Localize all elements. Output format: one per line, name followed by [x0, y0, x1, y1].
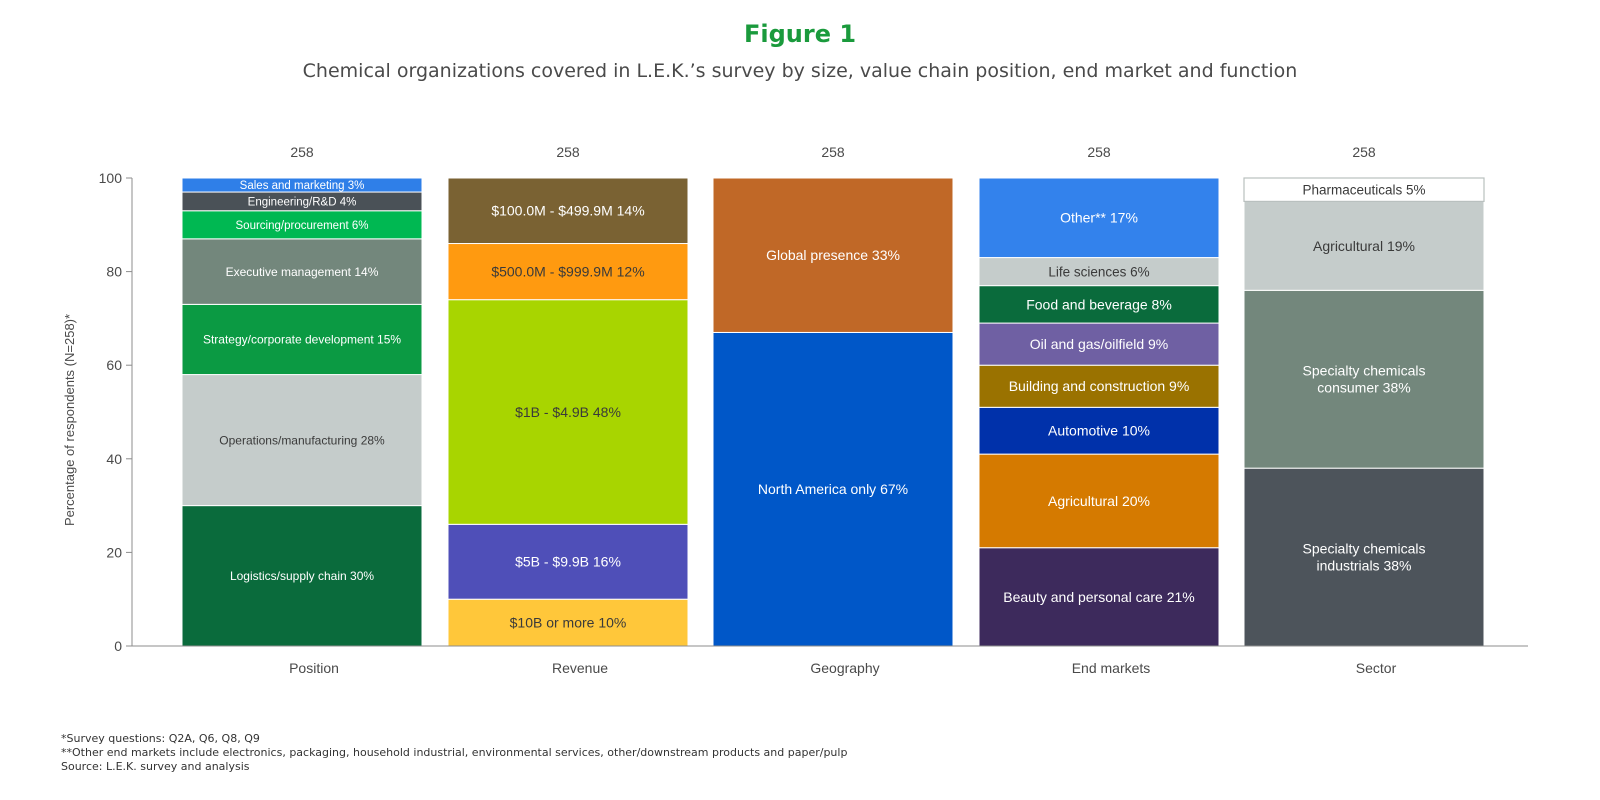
bar-segment [978, 257, 1220, 287]
bar-segment-label: Specialty chemicals consumer 38% [1303, 363, 1426, 396]
footnotes: *Survey questions: Q2A, Q6, Q8, Q9 **Oth… [61, 732, 847, 774]
bar-total-label: 258 [556, 144, 580, 160]
bar-segment [181, 374, 423, 507]
x-category-label: Position [289, 660, 339, 676]
bar-segment [1243, 289, 1485, 469]
footnote-source: Source: L.E.K. survey and analysis [61, 760, 250, 773]
bar-total-label: 258 [821, 144, 845, 160]
bar-segment-label: $500.0M - $999.9M 12% [491, 264, 644, 280]
y-tick-label: 100 [99, 170, 123, 186]
bars: 258 Logistics/supply chain 30% Operations/… [181, 144, 1485, 647]
figure-title: Figure 1 [743, 20, 857, 48]
bar-stack-end-markets: 258 Beauty and personal care 21% Agricultu… [978, 144, 1220, 647]
chart-subtitle: Chemical organizations covered in L.E.K.… [302, 60, 1298, 82]
bar-segment-label: Operations/manufacturing 28% [219, 433, 385, 447]
footnote-survey-questions: *Survey questions: Q2A, Q6, Q8, Q9 [61, 732, 260, 745]
y-tick-label: 80 [106, 264, 122, 280]
bar-segment [1243, 177, 1485, 202]
x-category-label: Geography [810, 660, 879, 676]
bar-segment-label: Sourcing/procurement 6% [236, 220, 369, 232]
y-axis: 0 20 40 60 80 100 [99, 170, 133, 654]
bar-segment [712, 331, 954, 647]
bar-segment [978, 453, 1220, 549]
bar-total-label: 258 [1352, 144, 1376, 160]
y-tick-label: 40 [106, 451, 122, 467]
bar-segment-label: Agricultural 19% [1313, 238, 1415, 254]
bar-total-label: 258 [1087, 144, 1111, 160]
bar-stack-sector: 258 Specialty chemicals industrials 38% Spe… [1243, 144, 1485, 647]
bar-segment-label: Life sciences 6% [1048, 264, 1149, 279]
x-category-label: Sector [1356, 660, 1397, 676]
bar-segment-label: Pharmaceuticals 5% [1302, 182, 1425, 197]
bar-segment-label: Automotive 10% [1048, 423, 1150, 439]
bar-segment-label: Sales and marketing 3% [240, 180, 365, 192]
bar-segment [181, 238, 423, 305]
bar-segment [712, 177, 954, 333]
bar-segment-label: Strategy/corporate development 15% [203, 333, 401, 347]
bar-segment [978, 406, 1220, 455]
bar-segment-label: $100.0M - $499.9M 14% [491, 203, 644, 219]
bar-segment-label: Specialty chemicals industrials 38% [1303, 540, 1426, 573]
bar-segment-label: Beauty and personal care 21% [1003, 589, 1194, 605]
bar-segment [181, 505, 423, 647]
y-tick-label: 20 [106, 544, 122, 560]
bar-segment [978, 547, 1220, 647]
bar-segment [978, 177, 1220, 259]
bar-stack-position: 258 Logistics/supply chain 30% Operations/… [181, 144, 423, 647]
bar-segment-label: Other** 17% [1060, 210, 1138, 226]
bar-segment [181, 303, 423, 376]
bar-segment-label: Oil and gas/oilfield 9% [1030, 336, 1169, 352]
bar-stack-revenue: 258 $10B or more 10% $5B - $9.9B 16% $1B - … [447, 144, 689, 647]
bar-total-label: 258 [290, 144, 314, 160]
bar-segment [1243, 200, 1485, 291]
bar-segment [447, 299, 689, 525]
bar-segment [978, 364, 1220, 408]
bar-segment [447, 177, 689, 245]
bar-segment [978, 285, 1220, 324]
stacked-bar-chart: 0 20 40 60 80 100 258 Logistics/supply chain 3… [62, 144, 1528, 676]
bar-segment [978, 322, 1220, 366]
bar-segment-label: $10B or more 10% [510, 615, 627, 631]
x-axis: Position Revenue Geography End markets Secto… [132, 645, 1528, 676]
x-category-label: Revenue [552, 660, 608, 676]
x-category-label: End markets [1072, 660, 1151, 676]
bar-segment-label: Engineering/R&D 4% [248, 196, 357, 208]
y-axis-label: Percentage of respondents (N=258)* [62, 314, 77, 526]
bar-segment-label: Food and beverage 8% [1026, 296, 1172, 312]
bar-segment [181, 210, 423, 240]
bar-segment-label: Global presence 33% [766, 247, 900, 263]
bar-segment-label: $5B - $9.9B 16% [515, 554, 621, 570]
bar-segment [1243, 467, 1485, 647]
y-tick-label: 0 [114, 638, 122, 654]
bar-segment [181, 177, 423, 193]
bar-segment-label: Logistics/supply chain 30% [230, 569, 374, 583]
footnote-other-end-markets: **Other end markets include electronics,… [61, 746, 848, 759]
bar-segment-label: $1B - $4.9B 48% [515, 404, 621, 420]
bar-segment-label: North America only 67% [758, 481, 908, 497]
bar-segment [447, 598, 689, 647]
bar-segment [447, 523, 689, 600]
bar-segment-label: Executive management 14% [226, 265, 379, 279]
bar-segment-label: Agricultural 20% [1048, 493, 1150, 509]
bar-segment-label: Building and construction 9% [1009, 378, 1190, 394]
bar-stack-geography: 258 North America only 67% Global presence… [712, 144, 954, 647]
y-tick-label: 60 [106, 357, 122, 373]
